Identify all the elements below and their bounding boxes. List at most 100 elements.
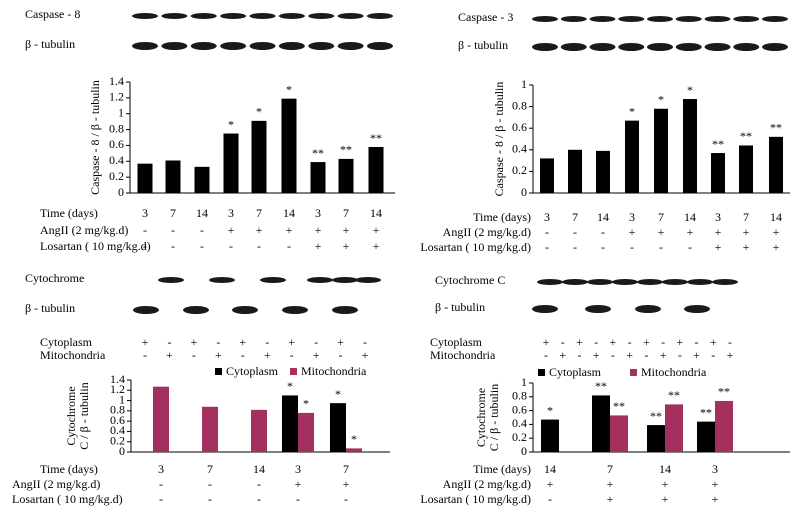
blot-band — [220, 13, 247, 19]
blot-band — [704, 43, 731, 51]
blot-band — [532, 43, 558, 51]
y-tick-label: 0.8 — [110, 403, 125, 417]
condition-sign: - — [601, 225, 605, 239]
sample-sign: + — [288, 335, 295, 349]
bar — [540, 158, 554, 193]
x-tick-label: 3 — [228, 206, 234, 220]
significance: ** — [595, 379, 607, 393]
condition-sign: - — [159, 492, 163, 506]
x-tick-label: 14 — [283, 206, 295, 220]
sample-sign: - — [561, 335, 565, 349]
sample-row-label: Cytoplasm — [430, 335, 483, 349]
blot-band — [133, 306, 159, 314]
condition-sign: - — [688, 240, 692, 254]
bar — [665, 404, 683, 452]
y-tick-label: 1.4 — [109, 74, 124, 88]
y-tick-label: 1 — [119, 392, 125, 406]
x-tick-label: 14 — [544, 462, 556, 476]
y-tick-label: 0.2 — [109, 169, 124, 183]
condition-sign: - — [573, 225, 577, 239]
condition-label: AngII (2 mg/kg.d) — [443, 477, 531, 491]
blot-band — [684, 305, 710, 313]
bar — [338, 158, 354, 193]
significance: ** — [718, 385, 730, 399]
condition-sign: - — [659, 240, 663, 254]
legend-label: Cytoplasm — [549, 365, 602, 379]
condition-sign: + — [662, 477, 669, 491]
y-tick-label: 0.8 — [512, 98, 527, 112]
sample-sign: - — [339, 348, 343, 362]
y-axis-title-line: C / β - tubulin — [487, 384, 501, 451]
sample-sign: + — [337, 335, 344, 349]
y-axis-title: Caspase - 8 / β - tubulin — [492, 82, 506, 197]
condition-sign: + — [343, 223, 350, 237]
condition-sign: - — [143, 223, 147, 237]
y-tick-label: 0.4 — [110, 423, 125, 437]
bar — [202, 406, 218, 452]
significance: * — [286, 82, 292, 96]
x-tick-label: 3 — [142, 206, 148, 220]
x-tick-label: 7 — [607, 462, 613, 476]
sample-sign: + — [693, 348, 700, 362]
x-tick-label: 14 — [253, 462, 265, 476]
condition-label: Losartan ( 10 mg/kg.d) — [40, 239, 151, 253]
sample-sign: + — [676, 335, 683, 349]
blot-band — [183, 306, 209, 314]
legend-label: Mitochondria — [301, 364, 367, 378]
blot-label: β - tubulin — [435, 300, 485, 314]
sample-sign: + — [362, 348, 369, 362]
condition-sign: - — [344, 492, 348, 506]
condition-sign: + — [286, 223, 293, 237]
x-axis-title: Time (days) — [473, 210, 531, 224]
blot-band — [190, 42, 217, 50]
condition-sign: + — [662, 492, 669, 506]
blot-band — [209, 277, 235, 283]
blot-band — [249, 42, 276, 50]
blot-band — [161, 42, 188, 50]
y-tick-label: 0.6 — [512, 120, 527, 134]
blot-band — [355, 277, 381, 283]
y-tick-label: 0 — [119, 444, 125, 458]
blot-band — [560, 16, 587, 22]
significance: * — [256, 105, 262, 119]
blot-band — [635, 305, 661, 313]
bar — [739, 145, 753, 193]
sample-sign: + — [576, 335, 583, 349]
bar — [697, 421, 715, 452]
x-tick-label: 14 — [684, 210, 696, 224]
y-axis-title: CytochromeC / β - tubulin — [64, 382, 91, 449]
blot-band — [161, 13, 188, 19]
condition-sign: + — [607, 477, 614, 491]
significance: * — [303, 397, 309, 411]
condition-sign: - — [143, 239, 147, 253]
x-tick-label: 14 — [196, 206, 208, 220]
x-tick-label: 7 — [207, 462, 213, 476]
blot-band — [332, 277, 358, 283]
condition-sign: + — [773, 240, 780, 254]
condition-sign: + — [373, 223, 380, 237]
sample-sign: - — [728, 335, 732, 349]
y-tick-label: 0.4 — [512, 142, 527, 156]
bar — [194, 166, 210, 193]
condition-sign: - — [573, 240, 577, 254]
condition-sign: - — [229, 239, 233, 253]
x-tick-label: 3 — [295, 462, 301, 476]
x-tick-label: 7 — [343, 462, 349, 476]
y-axis-title-line: C / β - tubulin — [77, 382, 91, 449]
condition-sign: - — [208, 492, 212, 506]
sample-sign: + — [643, 335, 650, 349]
sample-sign: - — [594, 335, 598, 349]
significance: ** — [613, 399, 625, 413]
condition-sign: - — [548, 492, 552, 506]
bar — [223, 133, 239, 193]
blot-band — [278, 13, 305, 19]
sample-sign: + — [142, 335, 149, 349]
blot-band — [647, 16, 673, 22]
bar — [683, 99, 697, 193]
blot-band — [278, 42, 305, 50]
bar — [282, 395, 298, 452]
x-tick-label: 7 — [743, 210, 749, 224]
condition-label: Losartan ( 10 mg/kg.d) — [12, 492, 123, 506]
bar — [610, 415, 628, 452]
significance: * — [687, 83, 693, 97]
